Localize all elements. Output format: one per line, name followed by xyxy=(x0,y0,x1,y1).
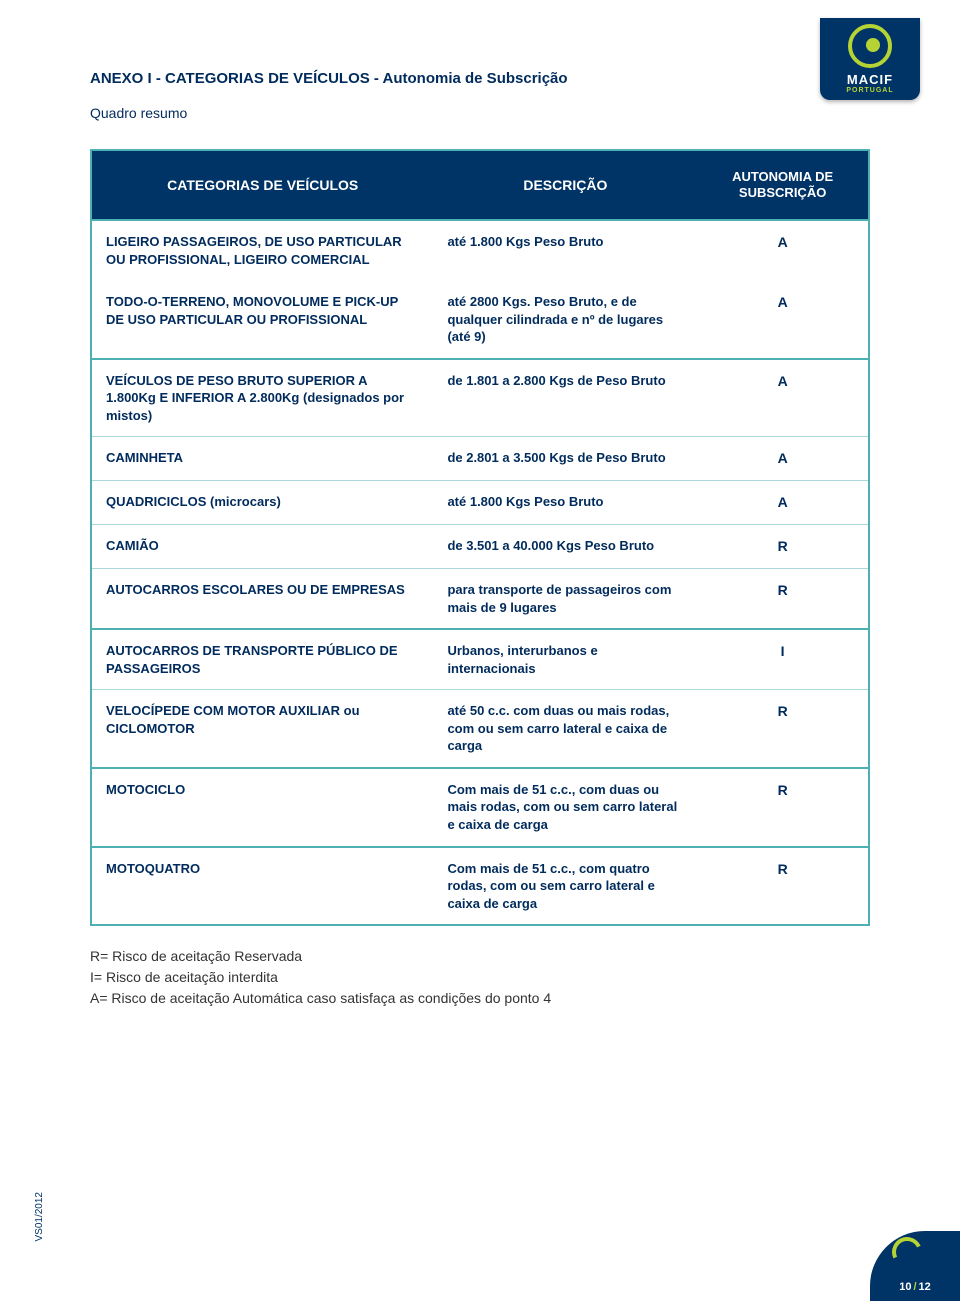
cell-autonomia: A xyxy=(697,360,868,437)
page-number: 10/12 xyxy=(899,1281,931,1293)
cell-categoria: TODO-O-TERRENO, MONOVOLUME E PICK-UP DE … xyxy=(92,281,433,358)
page-subtitle: Quadro resumo xyxy=(90,105,870,121)
cell-descricao: até 1.800 Kgs Peso Bruto xyxy=(433,481,697,524)
table-row: MOTOQUATROCom mais de 51 c.c., com quatr… xyxy=(92,846,868,925)
cell-autonomia: R xyxy=(697,769,868,846)
table-row: AUTOCARROS DE TRANSPORTE PÚBLICO DE PASS… xyxy=(92,628,868,689)
header-categorias: CATEGORIAS DE VEÍCULOS xyxy=(92,167,433,203)
cell-categoria: MOTOQUATRO xyxy=(92,848,433,925)
cell-autonomia: A xyxy=(697,437,868,480)
cell-descricao: para transporte de passageiros com mais … xyxy=(433,569,697,628)
cell-autonomia: R xyxy=(697,848,868,925)
cell-categoria: VELOCÍPEDE COM MOTOR AUXILIAR ou CICLOMO… xyxy=(92,690,433,767)
cell-descricao: Com mais de 51 c.c., com duas ou mais ro… xyxy=(433,769,697,846)
footer-accent-icon xyxy=(888,1233,926,1271)
cell-descricao: até 2800 Kgs. Peso Bruto, e de qualquer … xyxy=(433,281,697,358)
logo-brand: MACIF xyxy=(847,72,893,87)
cell-descricao: até 50 c.c. com duas ou mais rodas, com … xyxy=(433,690,697,767)
table-row: QUADRICICLOS (microcars)até 1.800 Kgs Pe… xyxy=(92,480,868,524)
cell-autonomia: A xyxy=(697,221,868,280)
cell-categoria: CAMIÃO xyxy=(92,525,433,568)
cell-categoria: VEÍCULOS DE PESO BRUTO SUPERIOR A 1.800K… xyxy=(92,360,433,437)
cell-categoria: AUTOCARROS DE TRANSPORTE PÚBLICO DE PASS… xyxy=(92,630,433,689)
table-body: LIGEIRO PASSAGEIROS, DE USO PARTICULAR O… xyxy=(92,219,868,924)
page-total: 12 xyxy=(919,1281,931,1293)
header-descricao: DESCRIÇÃO xyxy=(433,167,697,203)
cell-categoria: CAMINHETA xyxy=(92,437,433,480)
legend: R= Risco de aceitação Reservada I= Risco… xyxy=(90,946,870,1009)
cell-descricao: de 1.801 a 2.800 Kgs de Peso Bruto xyxy=(433,360,697,437)
page-current: 10 xyxy=(899,1281,911,1293)
cell-categoria: QUADRICICLOS (microcars) xyxy=(92,481,433,524)
page-sep: / xyxy=(911,1281,918,1293)
table-row: LIGEIRO PASSAGEIROS, DE USO PARTICULAR O… xyxy=(92,219,868,280)
vehicle-table: CATEGORIAS DE VEÍCULOS DESCRIÇÃO AUTONOM… xyxy=(90,149,870,926)
logo-sub: PORTUGAL xyxy=(846,87,893,94)
cell-descricao: Urbanos, interurbanos e internacionais xyxy=(433,630,697,689)
table-row: CAMINHETAde 2.801 a 3.500 Kgs de Peso Br… xyxy=(92,436,868,480)
legend-r: R= Risco de aceitação Reservada xyxy=(90,946,870,967)
cell-autonomia: A xyxy=(697,281,868,358)
table-row: TODO-O-TERRENO, MONOVOLUME E PICK-UP DE … xyxy=(92,280,868,358)
table-row: VELOCÍPEDE COM MOTOR AUXILIAR ou CICLOMO… xyxy=(92,689,868,767)
cell-autonomia: R xyxy=(697,569,868,628)
table-row: AUTOCARROS ESCOLARES OU DE EMPRESASpara … xyxy=(92,568,868,628)
page-title: ANEXO I - CATEGORIAS DE VEÍCULOS - Auton… xyxy=(90,70,870,87)
cell-descricao: de 3.501 a 40.000 Kgs Peso Bruto xyxy=(433,525,697,568)
brand-logo: MACIF PORTUGAL xyxy=(820,18,920,100)
table-row: MOTOCICLOCom mais de 51 c.c., com duas o… xyxy=(92,767,868,846)
cell-categoria: AUTOCARROS ESCOLARES OU DE EMPRESAS xyxy=(92,569,433,628)
cell-categoria: MOTOCICLO xyxy=(92,769,433,846)
header-autonomia: AUTONOMIA DE SUBSCRIÇÃO xyxy=(697,159,868,210)
table-header: CATEGORIAS DE VEÍCULOS DESCRIÇÃO AUTONOM… xyxy=(92,151,868,219)
cell-descricao: até 1.800 Kgs Peso Bruto xyxy=(433,221,697,280)
version-label: VS01/2012 xyxy=(34,1192,45,1242)
page-content: ANEXO I - CATEGORIAS DE VEÍCULOS - Auton… xyxy=(0,0,960,1009)
table-row: CAMIÃOde 3.501 a 40.000 Kgs Peso BrutoR xyxy=(92,524,868,568)
cell-autonomia: R xyxy=(697,525,868,568)
footer-corner: 10/12 xyxy=(870,1231,960,1301)
cell-descricao: Com mais de 51 c.c., com quatro rodas, c… xyxy=(433,848,697,925)
legend-i: I= Risco de aceitação interdita xyxy=(90,967,870,988)
table-row: VEÍCULOS DE PESO BRUTO SUPERIOR A 1.800K… xyxy=(92,358,868,437)
cell-autonomia: I xyxy=(697,630,868,689)
legend-a: A= Risco de aceitação Automática caso sa… xyxy=(90,988,870,1009)
cell-autonomia: R xyxy=(697,690,868,767)
cell-descricao: de 2.801 a 3.500 Kgs de Peso Bruto xyxy=(433,437,697,480)
logo-icon xyxy=(848,24,892,68)
cell-autonomia: A xyxy=(697,481,868,524)
cell-categoria: LIGEIRO PASSAGEIROS, DE USO PARTICULAR O… xyxy=(92,221,433,280)
